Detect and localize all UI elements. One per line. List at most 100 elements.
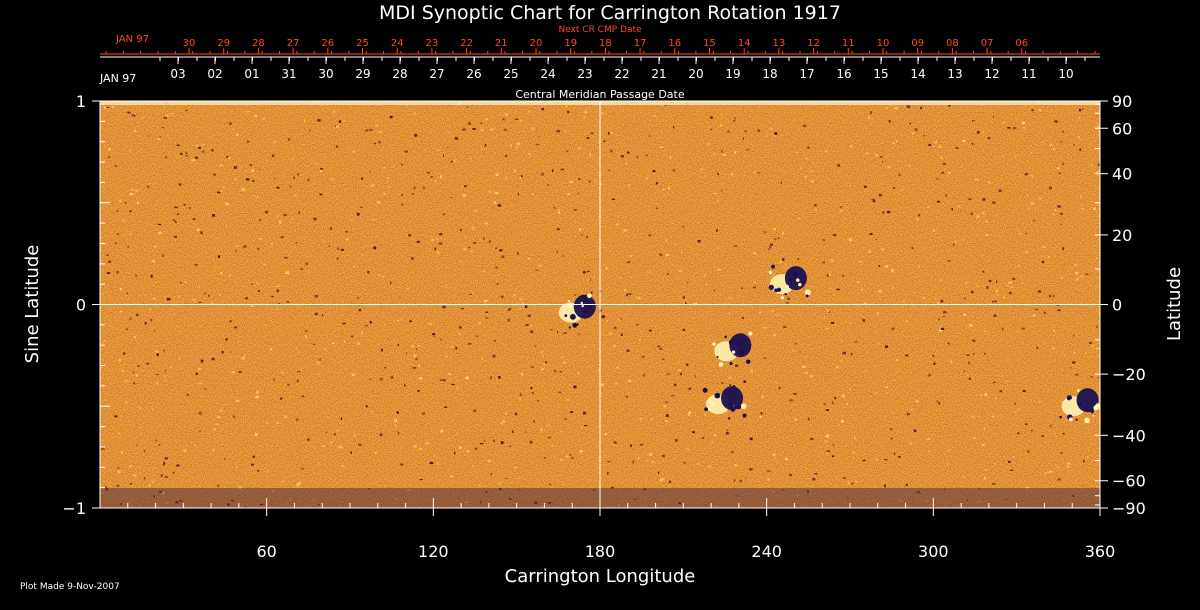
flux-speckle bbox=[809, 375, 813, 378]
flux-speckle bbox=[842, 351, 846, 355]
flux-speckle bbox=[848, 238, 852, 242]
flux-speckle bbox=[447, 146, 449, 148]
flux-speckle bbox=[938, 145, 942, 148]
cmp-month-label: JAN 97 bbox=[99, 72, 136, 85]
flux-speckle bbox=[445, 284, 447, 287]
flux-speckle bbox=[826, 450, 830, 453]
flux-speckle bbox=[163, 117, 167, 119]
flux-speckle bbox=[984, 393, 988, 396]
flux-speckle bbox=[916, 218, 919, 221]
flux-speckle bbox=[662, 454, 665, 458]
flux-speckle bbox=[733, 120, 735, 122]
flux-speckle bbox=[891, 269, 895, 271]
flux-speckle bbox=[774, 132, 778, 135]
flux-speckle bbox=[170, 366, 172, 369]
region-speck bbox=[1059, 415, 1062, 419]
flux-speckle bbox=[601, 112, 604, 115]
flux-speckle bbox=[559, 371, 563, 373]
flux-speckle bbox=[474, 209, 478, 212]
flux-speckle bbox=[688, 387, 692, 390]
flux-speckle bbox=[713, 434, 717, 436]
flux-speckle bbox=[230, 351, 232, 353]
flux-speckle bbox=[561, 356, 564, 358]
flux-speckle bbox=[985, 234, 989, 237]
flux-speckle bbox=[573, 294, 577, 296]
flux-speckle bbox=[505, 154, 508, 157]
flux-speckle bbox=[370, 184, 374, 187]
flux-speckle bbox=[534, 345, 537, 348]
flux-speckle bbox=[1031, 429, 1033, 432]
flux-speckle bbox=[1027, 450, 1030, 453]
flux-speckle bbox=[804, 157, 809, 160]
flux-speckle bbox=[563, 361, 567, 364]
flux-speckle bbox=[285, 503, 287, 506]
flux-speckle bbox=[127, 111, 131, 114]
flux-speckle bbox=[1090, 345, 1094, 347]
flux-speckle bbox=[927, 206, 930, 208]
flux-speckle bbox=[163, 349, 165, 352]
flux-speckle bbox=[906, 105, 910, 109]
flux-speckle bbox=[462, 128, 466, 131]
flux-speckle bbox=[549, 483, 552, 486]
flux-speckle bbox=[509, 445, 511, 448]
flux-speckle bbox=[946, 107, 948, 109]
flux-speckle bbox=[340, 248, 345, 251]
flux-speckle bbox=[658, 471, 660, 474]
flux-speckle bbox=[988, 279, 992, 283]
flux-speckle bbox=[251, 463, 254, 466]
flux-speckle bbox=[940, 299, 944, 303]
flux-speckle bbox=[129, 210, 132, 213]
flux-speckle bbox=[1085, 273, 1089, 275]
flux-speckle bbox=[504, 176, 508, 179]
flux-speckle bbox=[610, 131, 613, 134]
flux-speckle bbox=[891, 327, 895, 331]
flux-speckle bbox=[775, 380, 777, 383]
flux-speckle bbox=[1049, 186, 1052, 190]
flux-speckle bbox=[233, 166, 237, 169]
flux-speckle bbox=[535, 269, 539, 271]
flux-speckle bbox=[497, 204, 502, 207]
flux-speckle bbox=[360, 177, 364, 180]
flux-speckle bbox=[769, 245, 772, 249]
region-speck bbox=[728, 401, 734, 408]
flux-speckle bbox=[508, 498, 512, 500]
flux-speckle bbox=[163, 461, 166, 465]
flux-speckle bbox=[307, 270, 310, 274]
flux-speckle bbox=[734, 479, 736, 482]
flux-speckle bbox=[720, 124, 723, 127]
flux-speckle bbox=[504, 113, 508, 116]
flux-speckle bbox=[980, 394, 983, 397]
flux-speckle bbox=[443, 213, 445, 216]
flux-speckle bbox=[1007, 285, 1010, 287]
flux-speckle bbox=[550, 329, 553, 331]
flux-speckle bbox=[1011, 277, 1016, 280]
flux-speckle bbox=[201, 150, 205, 153]
flux-speckle bbox=[204, 387, 206, 390]
flux-speckle bbox=[324, 348, 327, 351]
flux-speckle bbox=[586, 137, 590, 139]
flux-speckle bbox=[236, 245, 238, 248]
flux-speckle bbox=[869, 393, 872, 395]
flux-speckle bbox=[197, 368, 201, 370]
region-speck bbox=[732, 384, 736, 388]
flux-speckle bbox=[1031, 109, 1034, 112]
flux-speckle bbox=[829, 287, 831, 289]
flux-speckle bbox=[900, 189, 904, 191]
flux-speckle bbox=[312, 499, 315, 502]
flux-speckle bbox=[682, 296, 685, 299]
flux-speckle bbox=[470, 250, 474, 253]
flux-speckle bbox=[319, 168, 324, 170]
flux-speckle bbox=[884, 484, 886, 488]
flux-speckle bbox=[148, 135, 150, 137]
flux-speckle bbox=[573, 385, 577, 389]
flux-speckle bbox=[178, 183, 182, 186]
flux-speckle bbox=[162, 253, 164, 257]
flux-speckle bbox=[1034, 308, 1039, 310]
flux-speckle bbox=[330, 441, 333, 444]
flux-speckle bbox=[520, 175, 523, 178]
flux-speckle bbox=[939, 278, 941, 282]
flux-speckle bbox=[978, 415, 980, 418]
flux-speckle bbox=[1007, 460, 1011, 463]
flux-speckle bbox=[541, 368, 545, 371]
